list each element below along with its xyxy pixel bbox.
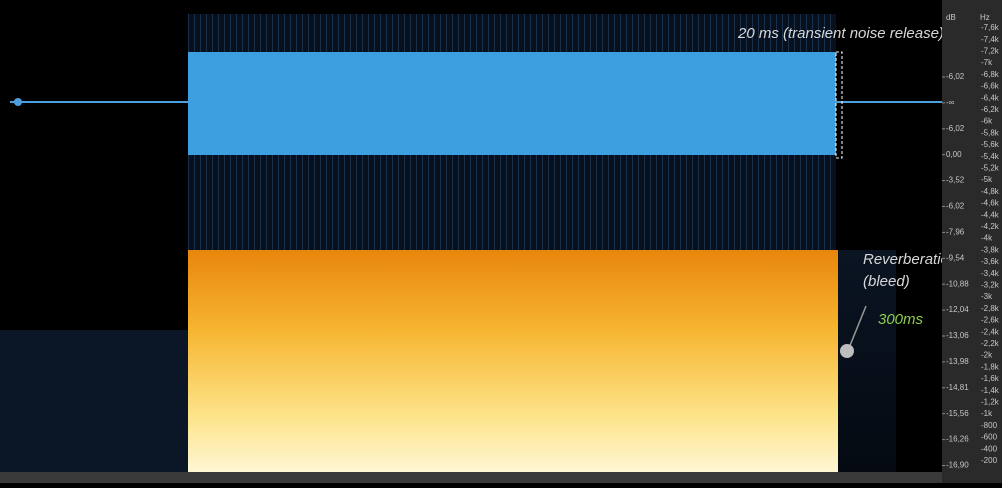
hz-label: -1,2k (981, 398, 1000, 407)
db-label: -12,04 (946, 305, 969, 314)
spectrogram-view: 20 ms (transient noise release) Reverber… (0, 0, 1002, 483)
hz-label: -5,4k (981, 152, 1000, 161)
spectrogram-noise (188, 250, 838, 472)
hz-label: -4,6k (981, 199, 1000, 208)
db-label: -13,98 (946, 357, 969, 366)
hz-label: -1,4k (981, 386, 1000, 395)
waveform-blip (14, 98, 22, 106)
db-label: -6,02 (946, 124, 965, 133)
time-ruler (0, 472, 942, 483)
db-label: -16,90 (946, 461, 969, 470)
db-unit: dB (946, 13, 956, 22)
db-label: 0,00 (946, 150, 962, 159)
hz-label: -7,6k (981, 23, 1000, 32)
hz-label: -200 (981, 456, 998, 465)
hz-label: -2,2k (981, 339, 1000, 348)
hz-label: -400 (981, 444, 998, 453)
db-label: -16,26 (946, 435, 969, 444)
annotation: 300ms (878, 311, 924, 328)
hz-label: -4,2k (981, 222, 1000, 231)
hz-label: -4k (981, 234, 993, 243)
hz-label: -3,8k (981, 245, 1000, 254)
hz-label: -5,2k (981, 164, 1000, 173)
db-label: -15,56 (946, 409, 969, 418)
db-label: -6,02 (946, 202, 965, 211)
pointer-dot (840, 344, 854, 358)
hz-label: -5,6k (981, 140, 1000, 149)
hz-label: -2,8k (981, 304, 1000, 313)
db-label: -10,88 (946, 279, 969, 288)
annotation: (bleed) (863, 273, 910, 290)
waveform (188, 52, 836, 155)
hz-label: -1,8k (981, 362, 1000, 371)
hz-label: -6,4k (981, 93, 1000, 102)
pre-noise (0, 330, 188, 472)
db-label: -∞ (946, 98, 955, 107)
hz-label: -6,6k (981, 82, 1000, 91)
hz-label: -5,8k (981, 128, 1000, 137)
hz-label: -4,8k (981, 187, 1000, 196)
hz-label: -3,2k (981, 281, 1000, 290)
db-label: -9,54 (946, 253, 965, 262)
db-label: -7,96 (946, 228, 965, 237)
hz-label: -2k (981, 351, 993, 360)
hz-label: -2,6k (981, 316, 1000, 325)
hz-label: -7k (981, 58, 993, 67)
hz-label: -800 (981, 421, 998, 430)
hz-label: -4,4k (981, 210, 1000, 219)
hz-label: -600 (981, 433, 998, 442)
hz-label: -2,4k (981, 327, 1000, 336)
hz-label: -1,6k (981, 374, 1000, 383)
hz-label: -7,2k (981, 47, 1000, 56)
hz-label: -6,8k (981, 70, 1000, 79)
hz-label: -6k (981, 117, 993, 126)
annotation: 20 ms (transient noise release) (737, 25, 944, 42)
hz-label: -1k (981, 409, 993, 418)
db-label: -13,06 (946, 331, 969, 340)
hz-label: -7,4k (981, 35, 1000, 44)
db-label: -3,52 (946, 176, 965, 185)
hz-label: -6,2k (981, 105, 1000, 114)
hz-label: -5k (981, 175, 993, 184)
hz-label: -3k (981, 292, 993, 301)
hz-label: -3,6k (981, 257, 1000, 266)
hz-unit: Hz (980, 13, 990, 22)
db-label: -14,81 (946, 383, 969, 392)
db-label: -6,02 (946, 72, 965, 81)
hz-label: -3,4k (981, 269, 1000, 278)
